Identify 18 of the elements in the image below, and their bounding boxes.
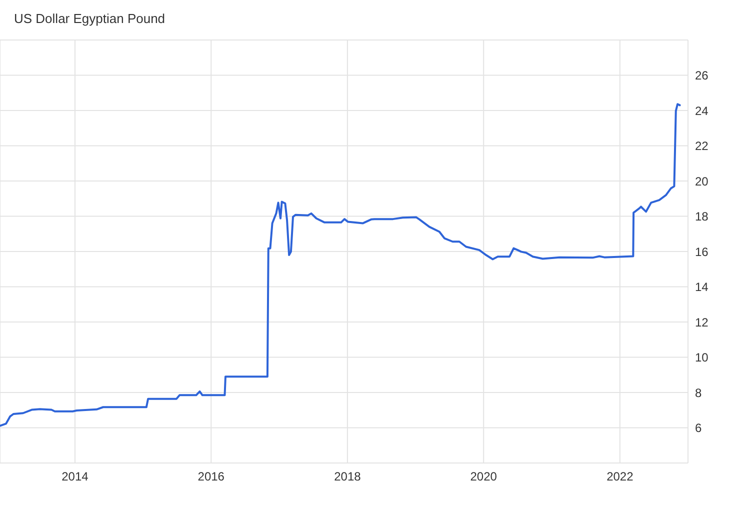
y-tick-label: 12 bbox=[695, 315, 709, 330]
x-tick-label: 2016 bbox=[198, 470, 225, 484]
y-tick-label: 20 bbox=[695, 174, 709, 188]
y-tick-label: 8 bbox=[695, 386, 702, 400]
y-tick-label: 10 bbox=[695, 350, 709, 365]
x-tick-label: 2020 bbox=[470, 470, 498, 484]
y-tick-label: 26 bbox=[695, 68, 709, 83]
x-tick-label: 2022 bbox=[606, 470, 634, 484]
line-series bbox=[0, 103, 681, 427]
y-tick-label: 24 bbox=[695, 104, 709, 118]
y-tick-label: 22 bbox=[695, 139, 709, 154]
y-tick-label: 14 bbox=[695, 280, 709, 294]
y-tick-label: 18 bbox=[695, 210, 709, 224]
y-tick-label: 16 bbox=[695, 244, 709, 259]
x-tick-label: 2018 bbox=[334, 470, 362, 484]
y-tick-label: 6 bbox=[695, 421, 702, 436]
chart-title: US Dollar Egyptian Pound bbox=[14, 11, 166, 26]
x-tick-label: 2014 bbox=[62, 470, 89, 484]
